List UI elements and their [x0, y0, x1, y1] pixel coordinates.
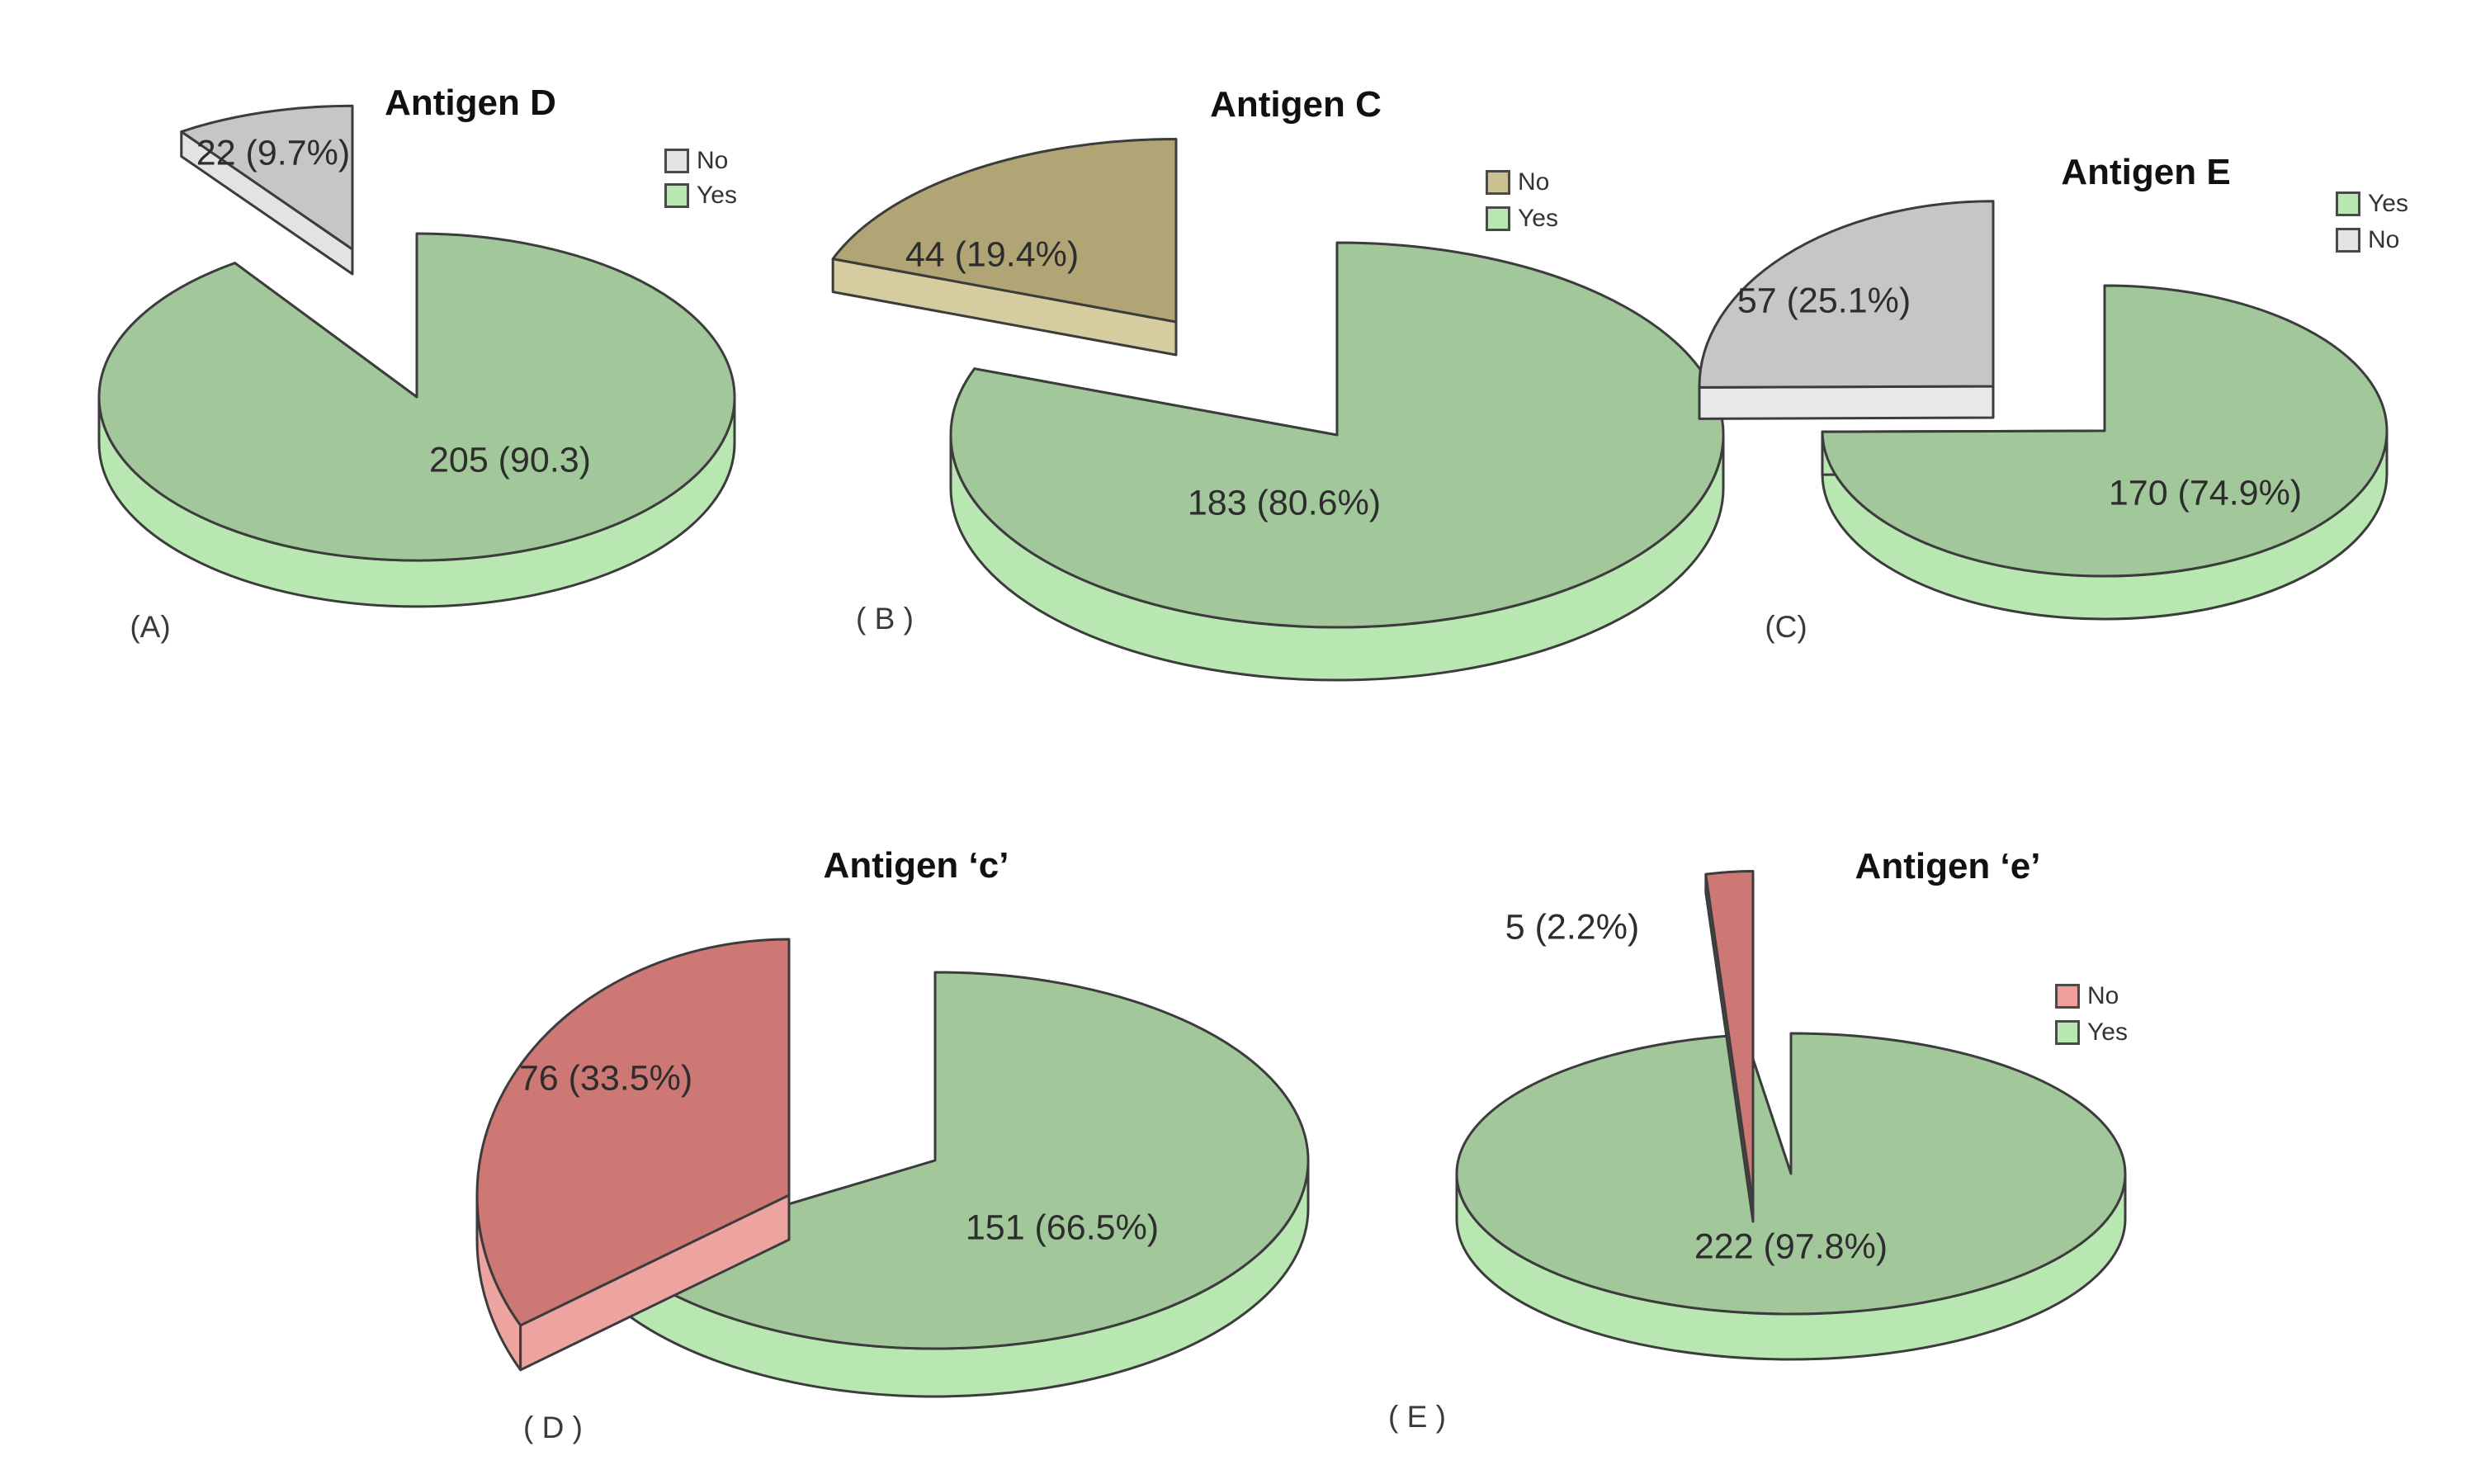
legend-swatch: [2055, 1020, 2080, 1045]
panel-letter: (A): [130, 610, 171, 644]
legend-item: No: [2055, 984, 2119, 1009]
legend-item: Yes: [1486, 206, 1558, 231]
chart-title: Antigen ‘e’: [1855, 846, 2041, 886]
legend-swatch: [2336, 191, 2360, 216]
slice-label-no: 5 (2.2%): [1505, 907, 1640, 948]
slice-label-yes: 170 (74.9%): [2108, 473, 2303, 513]
legend-swatch: [664, 149, 689, 173]
pie-antigen-c: [831, 138, 1725, 682]
legend-item: No: [664, 149, 728, 173]
chart-title: Antigen ‘c’: [823, 845, 1009, 886]
pie-segment: [1455, 1032, 2127, 1316]
pie-segment: [612, 971, 1310, 1350]
slice-label-yes: 183 (80.6%): [1187, 483, 1382, 523]
chart-title: Antigen E: [2061, 152, 2231, 192]
legend-swatch: [2055, 984, 2080, 1009]
legend-item: Yes: [2055, 1020, 2128, 1045]
pie-antigen-c-: [475, 938, 1310, 1398]
legend-item: No: [1486, 170, 1549, 195]
legend-item: Yes: [664, 183, 737, 208]
pie-segment: [1821, 284, 2389, 578]
pie-segment: [180, 104, 354, 251]
legend-label: Yes: [1518, 205, 1558, 232]
legend-label: Yes: [697, 182, 737, 209]
panel-letter: ( B ): [856, 602, 914, 636]
legend-swatch: [1486, 206, 1510, 231]
legend-swatch: [2336, 228, 2360, 253]
legend-label: No: [697, 147, 729, 174]
slice-label-no: 22 (9.7%): [196, 133, 351, 173]
panel-letter: ( E ): [1388, 1400, 1446, 1434]
legend-swatch: [1486, 170, 1510, 195]
pie-segment: [831, 138, 1178, 324]
pie-segment: [475, 938, 791, 1327]
pie-segment: [97, 232, 736, 562]
legend-label: No: [2087, 982, 2119, 1009]
pie-antigen-e-: [1455, 869, 2127, 1361]
pie-segment: [1698, 385, 1995, 420]
chart-title: Antigen C: [1210, 84, 1382, 125]
panel-letter: (C): [1765, 610, 1807, 644]
pie-segment: [1698, 200, 1995, 389]
legend-swatch: [664, 183, 689, 208]
pie-antigen-e: [1698, 200, 2389, 621]
legend-label: No: [2368, 226, 2400, 253]
slice-label-no: 76 (33.5%): [518, 1058, 693, 1099]
legend-item: No: [2336, 228, 2399, 253]
pie-segment: [949, 241, 1725, 629]
legend-item: Yes: [2336, 191, 2408, 216]
pie-antigen-d: [97, 104, 736, 608]
panel-letter: ( D ): [523, 1411, 583, 1444]
legend-label: No: [1518, 168, 1550, 196]
slice-label-yes: 205 (90.3): [428, 440, 592, 480]
slice-label-no: 57 (25.1%): [1737, 281, 1911, 321]
slice-label-yes: 222 (97.8%): [1694, 1226, 1888, 1267]
pie-segment: [1704, 869, 1755, 1205]
chart-title: Antigen D: [385, 83, 556, 123]
slice-label-no: 44 (19.4%): [905, 234, 1080, 275]
legend-label: Yes: [2368, 190, 2408, 217]
legend-label: Yes: [2087, 1018, 2128, 1046]
slice-label-yes: 151 (66.5%): [965, 1208, 1160, 1248]
